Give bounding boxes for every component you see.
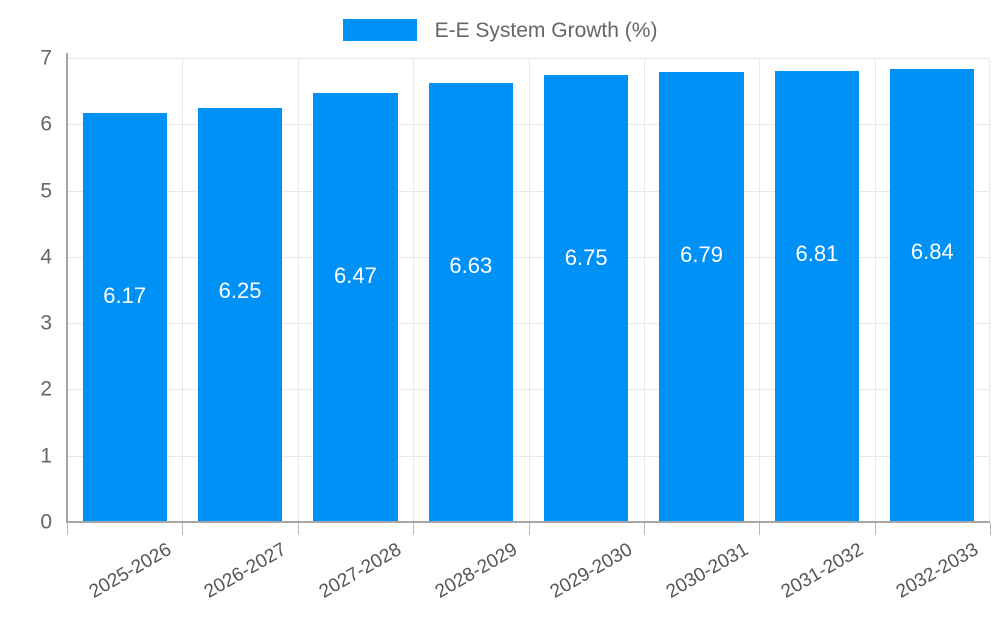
gridline-vertical <box>874 58 876 522</box>
x-axis-tick <box>990 523 991 535</box>
gridline-vertical <box>989 58 990 522</box>
x-axis-line <box>66 521 990 523</box>
bar[interactable] <box>890 68 975 522</box>
x-axis-tick <box>297 523 299 535</box>
x-axis-tick <box>67 523 68 535</box>
legend-color-swatch[interactable] <box>342 19 417 41</box>
bar[interactable] <box>774 70 860 522</box>
y-axis-tick-label: 6 <box>40 112 52 136</box>
gridline-vertical <box>759 58 761 522</box>
bar-value-label: 6.63 <box>449 252 493 278</box>
gridline-vertical <box>643 58 645 522</box>
gridline-vertical <box>182 58 184 522</box>
bar-value-label: 6.17 <box>103 283 147 309</box>
bar-value-label: 6.25 <box>218 277 262 303</box>
y-axis-tick-label: 0 <box>40 510 52 534</box>
y-axis-tick-label: 1 <box>40 444 52 468</box>
x-axis-tick <box>643 523 645 535</box>
bar[interactable] <box>197 107 283 522</box>
bar-value-label: 6.84 <box>910 238 954 264</box>
y-axis-tick-label: 2 <box>40 377 52 401</box>
bar[interactable] <box>659 71 744 522</box>
chart-legend: E-E System Growth (%) <box>0 12 1000 48</box>
bar[interactable] <box>428 82 513 522</box>
y-axis-line <box>66 53 68 523</box>
bar[interactable] <box>82 113 167 522</box>
legend-label[interactable]: E-E System Growth (%) <box>434 18 658 42</box>
bar[interactable] <box>313 93 398 522</box>
bar-value-label: 6.75 <box>564 244 608 270</box>
y-axis-tick-label: 3 <box>40 311 52 335</box>
y-axis-labels: 7 6 5 4 3 2 1 0 <box>0 48 52 533</box>
bar-value-label: 6.47 <box>334 263 377 289</box>
x-axis-tick <box>874 523 876 535</box>
bar[interactable] <box>544 74 629 522</box>
gridline-vertical <box>297 58 299 522</box>
y-axis-tick-label: 5 <box>40 179 52 203</box>
bar-value-label: 6.81 <box>795 240 839 266</box>
y-axis-tick-label: 4 <box>40 245 52 269</box>
plot-area: 6.17 6.25 6.47 6.63 6.75 6.79 6.81 6.84 <box>67 58 990 523</box>
y-axis-tick-label: 7 <box>40 46 52 70</box>
gridline-vertical <box>528 58 530 522</box>
x-axis-tick <box>759 523 761 535</box>
bar-value-label: 6.79 <box>680 241 723 267</box>
gridline-vertical <box>413 58 415 522</box>
x-axis-tick <box>413 523 415 535</box>
x-axis-tick <box>182 523 184 535</box>
x-axis-tick <box>528 523 530 535</box>
